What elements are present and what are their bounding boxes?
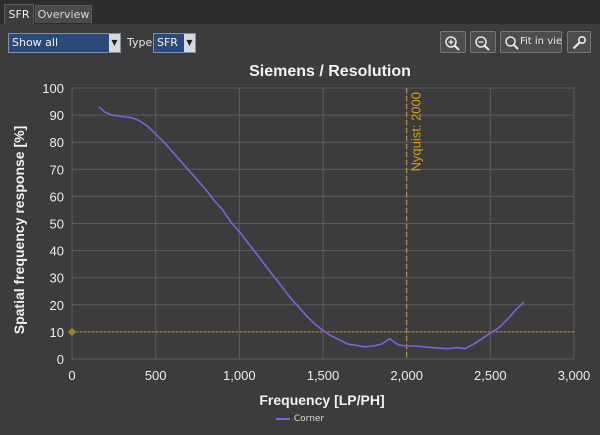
x-tick-label: 3,000 xyxy=(558,368,591,383)
fit-in-view-label: Fit in view xyxy=(520,36,562,47)
view-select-value: Show all xyxy=(12,36,59,49)
chart-legend: Corner xyxy=(0,414,600,430)
y-axis-label: Spatial frequency response [%] xyxy=(11,126,27,335)
threshold-marker xyxy=(67,327,77,336)
tab-bar: SFR Overview xyxy=(0,0,600,24)
y-tick-label: 30 xyxy=(50,271,64,286)
chevron-down-icon: ▼ xyxy=(109,34,120,52)
type-select-value: SFR xyxy=(157,36,178,49)
y-tick-label: 50 xyxy=(50,217,64,232)
magnifier-icon xyxy=(505,36,519,50)
settings-button[interactable] xyxy=(567,31,591,53)
y-tick-label: 90 xyxy=(50,108,64,123)
zoom-in-button[interactable] xyxy=(440,31,466,53)
legend-swatch xyxy=(275,417,290,420)
series-line-corner xyxy=(98,106,525,350)
y-tick-label: 40 xyxy=(50,244,64,259)
y-tick-label: 0 xyxy=(57,352,64,367)
type-label: Type xyxy=(127,36,153,49)
x-tick-label: 1,000 xyxy=(223,368,256,383)
chevron-down-icon: ▼ xyxy=(184,34,195,52)
x-tick-label: 1,500 xyxy=(307,368,340,383)
x-axis-label: Frequency [LP/PH] xyxy=(259,392,384,408)
x-tick-label: 2,000 xyxy=(390,368,423,383)
x-tick-label: 500 xyxy=(145,368,167,383)
sfr-chart: Siemens / Resolution Nyquist: 2000 0 500 1… xyxy=(11,63,591,408)
fit-in-view-button[interactable]: Fit in view xyxy=(500,31,562,53)
y-tick-label: 70 xyxy=(50,162,64,177)
y-tick-label: 60 xyxy=(50,189,64,204)
tab-overview[interactable]: Overview xyxy=(35,5,92,23)
y-tick-label: 20 xyxy=(50,298,64,313)
legend-label: Corner xyxy=(293,414,325,424)
chart-title: Siemens / Resolution xyxy=(249,63,411,80)
y-tick-label: 100 xyxy=(42,81,64,96)
x-tick-label: 2,500 xyxy=(474,368,507,383)
type-select[interactable]: SFR ▼ xyxy=(153,33,196,53)
zoom-in-icon xyxy=(445,36,460,51)
y-tick-label: 10 xyxy=(50,325,64,340)
tab-sfr[interactable]: SFR xyxy=(4,4,34,24)
y-tick-label: 80 xyxy=(50,135,64,150)
nyquist-label: Nyquist: 2000 xyxy=(409,92,424,172)
view-select[interactable]: Show all ▼ xyxy=(8,33,121,53)
wrench-icon xyxy=(572,35,587,50)
zoom-out-button[interactable] xyxy=(470,31,496,53)
zoom-out-icon xyxy=(475,36,490,51)
x-tick-label: 0 xyxy=(68,368,75,383)
